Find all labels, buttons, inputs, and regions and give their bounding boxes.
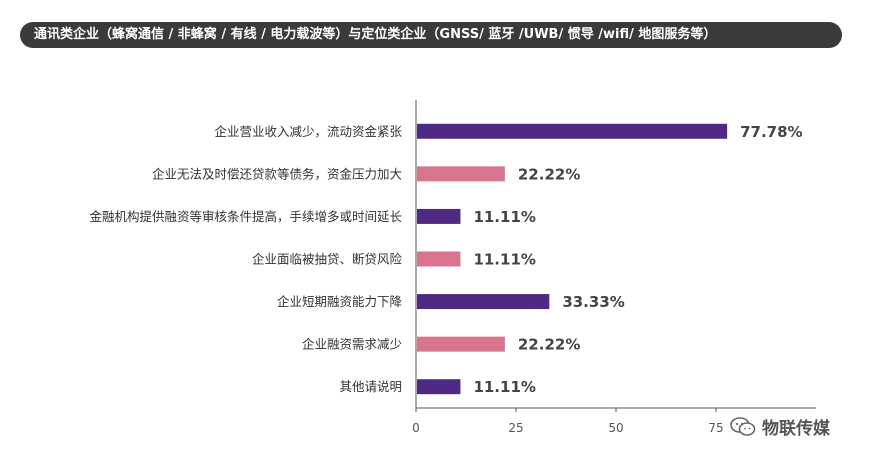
category-label: 企业短期融资能力下降: [277, 294, 403, 309]
chart-title: 通讯类企业（蜂窝通信 / 非蜂窝 / 有线 / 电力载波等）与定位类企业（GNS…: [20, 22, 842, 48]
category-label: 企业营业收入减少，流动资金紧张: [214, 124, 402, 139]
x-tick-label: 0: [412, 421, 420, 435]
wechat-icon: [730, 416, 756, 438]
x-tick-label: 25: [508, 421, 523, 435]
watermark-text: 物联传媒: [762, 419, 830, 439]
bar: [417, 208, 461, 224]
bar: [417, 251, 461, 267]
watermark: 物联传媒: [730, 414, 830, 439]
value-label: 22.22%: [518, 165, 580, 183]
value-label: 77.78%: [740, 123, 802, 141]
x-tick-label: 50: [608, 421, 623, 435]
x-tick-label: 75: [708, 421, 723, 435]
category-label: 企业面临被抽贷、断贷风险: [252, 252, 403, 267]
value-label: 11.11%: [473, 251, 535, 269]
bar: [417, 336, 505, 352]
bar: [417, 294, 550, 310]
value-label: 11.11%: [473, 208, 535, 226]
category-label: 企业无法及时偿还贷款等债务，资金压力加大: [152, 166, 402, 181]
value-label: 22.22%: [518, 336, 580, 354]
bar: [417, 166, 505, 182]
category-label: 金融机构提供融资等审核条件提高，手续增多或时间延长: [89, 209, 402, 224]
value-label: 33.33%: [562, 293, 624, 311]
value-label: 11.11%: [473, 378, 535, 396]
category-label: 企业融资需求减少: [302, 337, 402, 352]
category-label: 其他请说明: [339, 379, 402, 394]
bar: [417, 379, 461, 395]
bar: [417, 123, 728, 139]
